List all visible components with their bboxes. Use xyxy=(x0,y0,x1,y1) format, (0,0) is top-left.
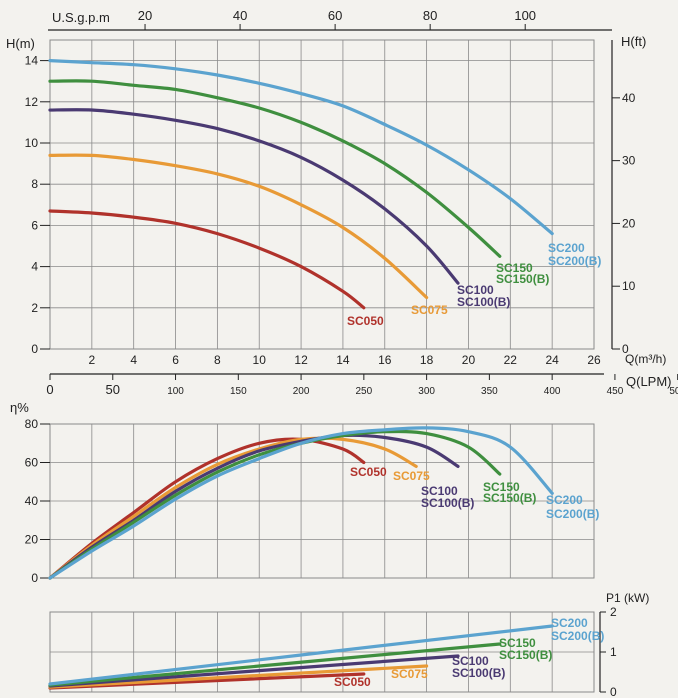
head-ft-tick-label: 40 xyxy=(622,91,636,105)
usgpm-axis-label: U.S.g.p.m xyxy=(52,10,110,25)
flow-m3h-tick-label: 10 xyxy=(253,353,267,367)
flow-m3h-tick-label: 22 xyxy=(504,353,518,367)
series-label-sc100: SC100 xyxy=(457,283,494,297)
y-tick-label: 20 xyxy=(25,533,39,547)
flow-m3h-tick-label: 14 xyxy=(336,353,350,367)
flow-lpm-tick-label: 250 xyxy=(356,386,373,397)
flow-m3h-tick-label: 16 xyxy=(378,353,392,367)
series-label-sc150: SC150 xyxy=(499,636,536,650)
flow-lpm-tick-label: 300 xyxy=(418,386,435,397)
series-label-sc200: SC200 xyxy=(551,616,588,630)
curve-sc150 xyxy=(48,429,502,580)
flow-lpm-tick-label: 50 xyxy=(106,382,120,397)
series-label-sc050: SC050 xyxy=(334,675,371,689)
usgpm-tick-label: 60 xyxy=(328,8,342,23)
flow-m3h-tick-label: 18 xyxy=(420,353,434,367)
series-label-sc200: SC200 xyxy=(546,493,583,507)
curve-sc100 xyxy=(48,108,460,285)
flow-m3h-tick-label: 12 xyxy=(294,353,308,367)
series-label-sc200b: SC200(B) xyxy=(551,629,604,643)
y-tick-label: 40 xyxy=(25,494,39,508)
y-tick-label: 60 xyxy=(25,456,39,470)
series-label-sc150b: SC150(B) xyxy=(499,648,552,662)
series-label-sc075: SC075 xyxy=(411,303,448,317)
power-axis-label: P1 (kW) xyxy=(606,591,649,605)
flow-lpm-tick-label: 500 xyxy=(669,386,678,397)
power-tick-label: 1 xyxy=(610,645,617,659)
series-label-sc100: SC100 xyxy=(452,654,489,668)
head-ft-tick-label: 0 xyxy=(622,342,629,356)
curve-sc050 xyxy=(48,437,366,580)
series-label-sc100b: SC100(B) xyxy=(457,295,510,309)
flow-m3h-tick-label: 24 xyxy=(545,353,559,367)
usgpm-tick-label: 100 xyxy=(514,8,536,23)
y-tick-label: 0 xyxy=(31,342,38,356)
series-label-sc100: SC100 xyxy=(421,484,458,498)
head-m-axis-label: H(m) xyxy=(6,36,35,51)
flow-lpm-tick-label: 150 xyxy=(230,386,247,397)
series-label-sc050: SC050 xyxy=(347,314,384,328)
flow-lpm-tick-label: 350 xyxy=(481,386,498,397)
y-tick-label: 6 xyxy=(31,218,38,232)
efficiency-axis-label: η% xyxy=(10,400,29,415)
series-label-sc200b: SC200(B) xyxy=(546,507,599,521)
series-label-sc075: SC075 xyxy=(391,667,428,681)
series-label-sc150b: SC150(B) xyxy=(483,491,536,505)
panel-frame xyxy=(49,39,595,350)
flow-lpm-tick-label: 400 xyxy=(544,386,561,397)
series-label-sc150b: SC150(B) xyxy=(496,272,549,286)
head-ft-axis-label: H(ft) xyxy=(621,34,646,49)
flow-m3h-tick-label: 8 xyxy=(214,353,221,367)
curve-sc075 xyxy=(48,664,429,689)
flow-m3h-tick-label: 26 xyxy=(587,353,601,367)
series-label-sc100b: SC100(B) xyxy=(421,496,474,510)
series-label-sc150: SC150 xyxy=(483,480,520,494)
head-ft-tick-label: 30 xyxy=(622,154,636,168)
series-label-sc200: SC200 xyxy=(548,241,585,255)
y-tick-label: 8 xyxy=(31,177,38,191)
curve-sc050 xyxy=(48,209,366,310)
y-tick-label: 14 xyxy=(25,54,39,68)
y-tick-label: 4 xyxy=(31,260,38,274)
flow-lpm-axis-label: Q(LPM) xyxy=(626,374,672,389)
flow-m3h-tick-label: 6 xyxy=(172,353,179,367)
curve-sc075 xyxy=(48,436,418,580)
flow-lpm-tick-label: 0 xyxy=(46,382,53,397)
series-label-sc075: SC075 xyxy=(393,469,430,483)
flow-m3h-tick-label: 2 xyxy=(89,353,96,367)
flow-m3h-tick-label: 4 xyxy=(130,353,137,367)
y-tick-label: 10 xyxy=(25,136,39,150)
curve-sc200 xyxy=(48,624,554,686)
series-label-sc100b: SC100(B) xyxy=(452,666,505,680)
y-tick-label: 2 xyxy=(31,301,38,315)
y-tick-label: 12 xyxy=(25,95,39,109)
head-ft-tick-label: 10 xyxy=(622,279,636,293)
power-tick-label: 2 xyxy=(610,605,617,619)
usgpm-tick-label: 20 xyxy=(138,8,152,23)
flow-lpm-tick-label: 100 xyxy=(167,386,184,397)
flow-m3h-axis-label: Q(m³/h) xyxy=(625,352,666,366)
y-tick-label: 80 xyxy=(25,417,39,431)
flow-lpm-tick-label: 200 xyxy=(293,386,310,397)
usgpm-tick-label: 80 xyxy=(423,8,437,23)
curve-sc150 xyxy=(48,642,502,687)
curve-sc200 xyxy=(48,426,554,580)
flow-lpm-tick-label: 450 xyxy=(607,386,624,397)
curve-sc150 xyxy=(48,79,502,258)
flow-m3h-tick-label: 20 xyxy=(462,353,476,367)
curve-sc075 xyxy=(48,153,429,300)
series-label-sc200b: SC200(B) xyxy=(548,254,601,268)
curve-sc200 xyxy=(48,59,554,236)
power-tick-label: 0 xyxy=(610,685,617,698)
y-tick-label: 0 xyxy=(31,571,38,585)
series-label-sc050: SC050 xyxy=(350,465,387,479)
series-label-sc150: SC150 xyxy=(496,261,533,275)
head-ft-tick-label: 20 xyxy=(622,216,636,230)
usgpm-tick-label: 40 xyxy=(233,8,247,23)
